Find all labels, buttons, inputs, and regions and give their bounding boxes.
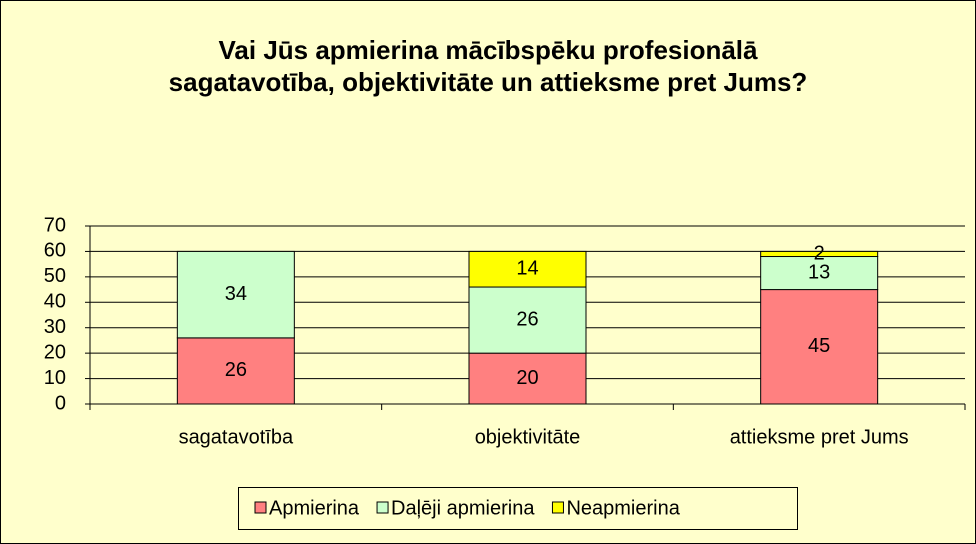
value-label: 14 [516,258,538,280]
y-tick-label: 60 [44,240,66,262]
value-label: 45 [808,335,830,357]
bar-segment [176,250,295,339]
bar-segment [468,250,587,288]
bar-segment [760,250,879,258]
value-label: 2 [814,242,825,264]
value-label: 26 [225,359,247,381]
x-tick-label: attieksme pret Jums [730,426,909,448]
legend-label: Neapmierina [566,497,680,519]
y-tick-label: 10 [44,367,66,389]
legend-label: Daļēji apmierina [391,497,535,519]
y-tick-label: 40 [44,291,66,313]
legend-box [238,487,798,530]
x-tick-label: objektivitāte [475,426,581,448]
bar-segment [468,286,587,354]
chart-title: Vai Jūs apmierina mācībspēku profesionāl… [168,35,808,97]
bar-segment [760,289,879,405]
legend-label: Apmierina [269,497,360,519]
legend-swatch [551,501,564,514]
y-tick-label: 70 [44,214,66,236]
y-tick-label: 50 [44,265,66,287]
value-label: 26 [516,308,538,330]
bar-segment [760,256,879,291]
legend-swatch [254,501,267,514]
bar-segment [176,337,295,405]
legend-swatch [376,501,389,514]
x-tick-label: sagatavotība [179,426,294,448]
value-label: 13 [808,261,830,283]
value-label: 20 [516,367,538,389]
y-tick-label: 0 [55,392,66,414]
y-tick-label: 20 [44,341,66,363]
y-tick-label: 30 [44,316,66,338]
value-label: 34 [225,283,247,305]
